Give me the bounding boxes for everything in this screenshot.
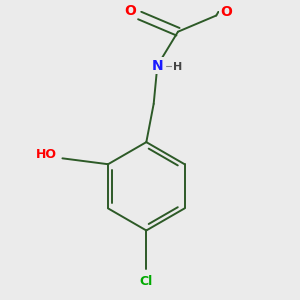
Text: O: O: [124, 4, 136, 18]
Text: Cl: Cl: [140, 275, 153, 289]
Text: HO: HO: [36, 148, 57, 161]
Text: H: H: [173, 62, 183, 72]
Text: O: O: [220, 5, 232, 19]
Text: N: N: [152, 58, 163, 73]
